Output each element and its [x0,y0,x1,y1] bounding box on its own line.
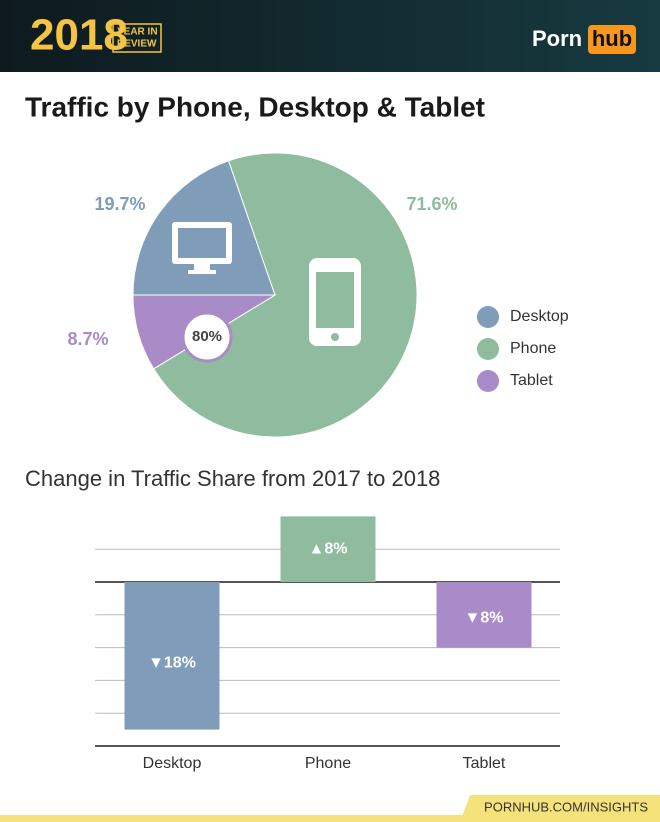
title: Traffic by Phone, Desktop & Tablet [25,91,485,122]
badge-box [112,23,162,53]
logo-box [588,25,636,54]
legend-label: Phone [510,340,556,357]
logo-text: Porn [532,26,582,51]
bar [436,582,532,648]
bar [280,516,376,582]
legend-swatch [477,338,499,360]
pie-chart: 19.7% Desktop 71.6% Phone 8.7% Tablet [67,152,569,438]
pie-slice [153,152,418,438]
phone-screen [316,272,354,328]
bar [124,582,220,730]
data-label: 8.7% [67,329,108,349]
x-tick-label: Phone [305,755,351,772]
desktop-stand [188,270,216,274]
bar-chart: ▼18% Desktop ▲8% Phone ▼8% Tablet [95,516,560,772]
badge-text: REVIEW [117,39,157,50]
legend-swatch [477,370,499,392]
annotation-badge [181,311,233,363]
data-label: 19.7% [94,194,145,214]
data-label: 71.6% [406,194,457,214]
footer-tab [460,795,660,822]
badge-text: YEAR IN [117,27,158,38]
footer-text: PORNHUB.COM/INSIGHTS [484,799,648,814]
logo-text: hub [592,26,632,51]
legend-label: Desktop [510,308,569,325]
legend-label: Tablet [510,372,553,389]
desktop-screen [178,228,226,258]
data-label: ▼8% [465,609,504,626]
phone-button [331,333,339,341]
desktop-stand [194,264,210,272]
annotation: 80% [192,328,222,345]
header-bar [0,0,660,72]
chart-title: Change in Traffic Share from 2017 to 201… [25,466,440,491]
header-year: 2018 [30,11,128,60]
x-tick-label: Tablet [463,755,506,772]
data-label: ▲8% [309,540,348,557]
data-label: ▼18% [148,654,196,671]
icons [172,222,361,346]
legend-swatch [477,306,499,328]
x-tick-label: Desktop [143,755,202,772]
